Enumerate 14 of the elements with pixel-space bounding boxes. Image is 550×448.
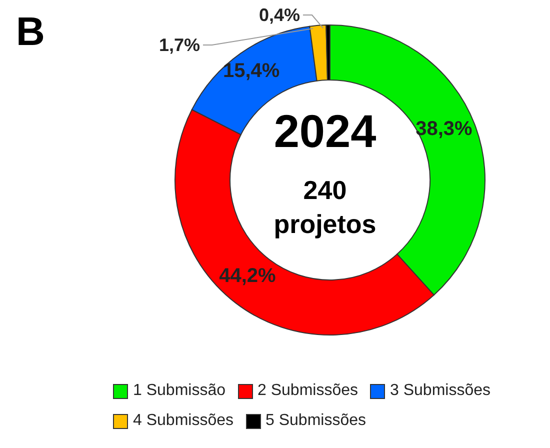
data-label: 15,4%: [223, 60, 280, 82]
text: projetos: [274, 209, 376, 239]
data-label: 38,3%: [416, 118, 473, 140]
chart-title: B: [16, 10, 45, 55]
data-label: 1,7%: [158, 35, 200, 55]
data-label: 44,2%: [219, 265, 276, 288]
legend-label: 2 Submissões: [258, 382, 358, 400]
legend-label: 1 Submissão: [133, 382, 226, 400]
data-label: 0,4%: [258, 5, 300, 25]
text: 240: [303, 175, 347, 205]
legend-label: 5 Submissões: [266, 412, 366, 430]
legend-label: 4 Submissões: [133, 412, 234, 430]
text: 2024: [274, 105, 377, 157]
legend-label: 3 Submissões: [390, 382, 490, 400]
